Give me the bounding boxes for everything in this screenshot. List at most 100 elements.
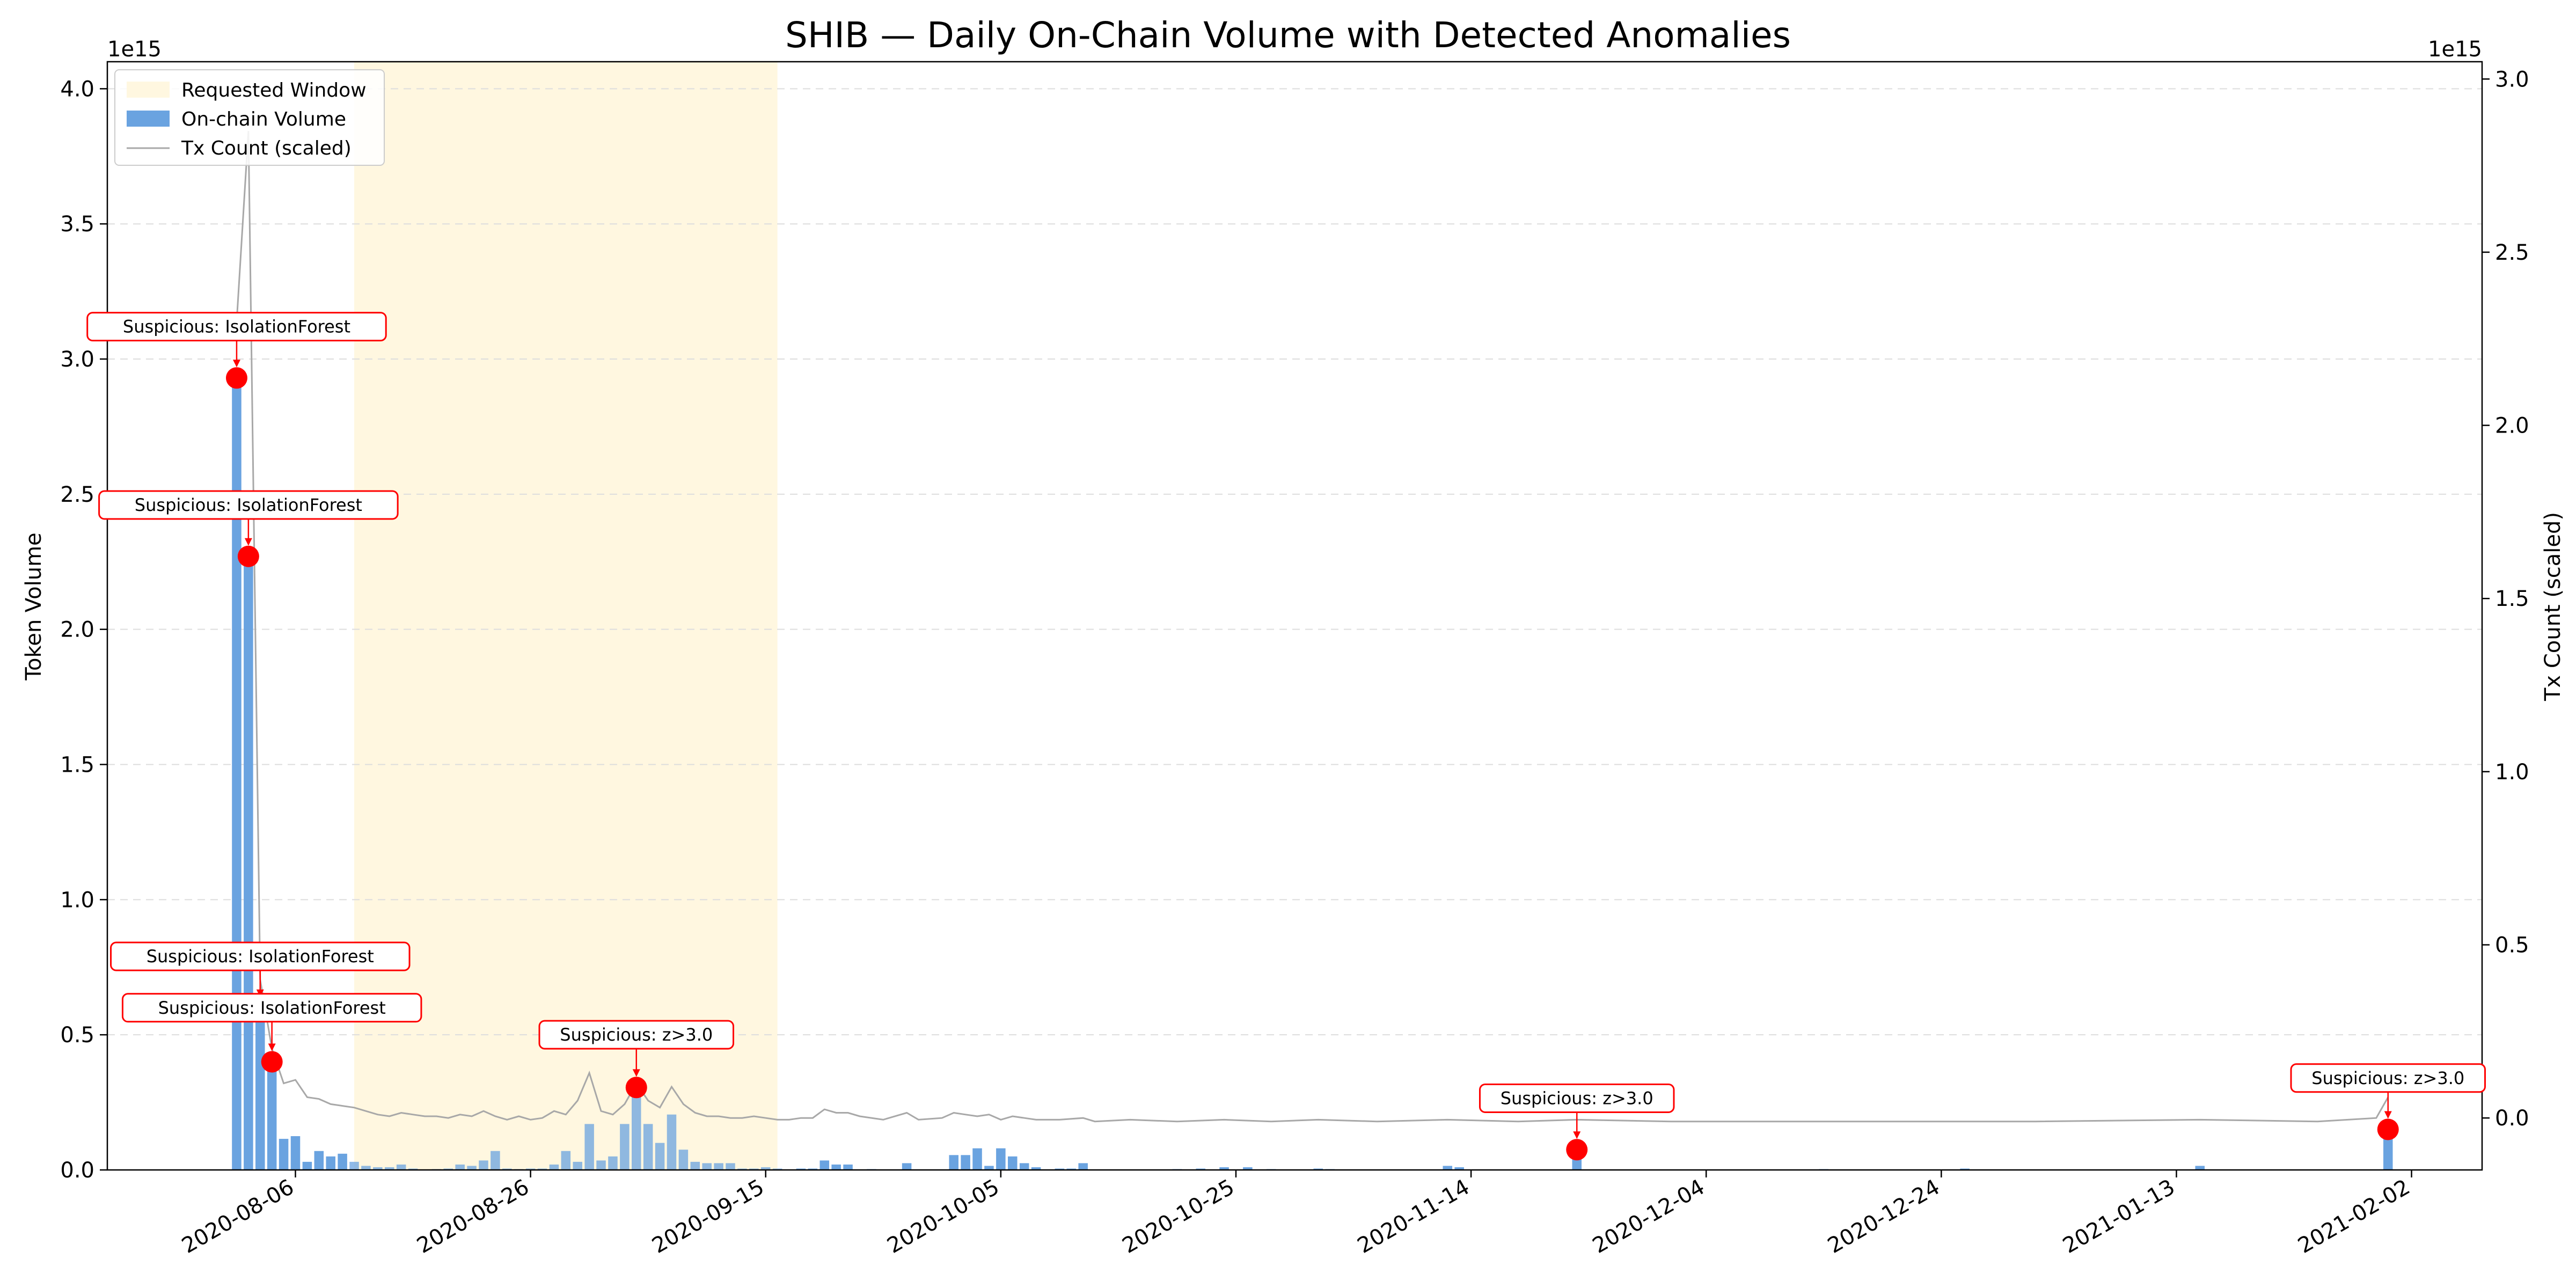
volume-bar — [537, 1168, 547, 1170]
volume-bar — [726, 1163, 735, 1170]
volume-bar — [384, 1167, 394, 1170]
volume-bar — [314, 1151, 324, 1170]
y2-offset-text: 1e15 — [2428, 37, 2482, 62]
chart-title: SHIB — Daily On-Chain Volume with Detect… — [785, 14, 1791, 56]
volume-bar — [349, 1161, 359, 1170]
volume-bar — [996, 1148, 1006, 1170]
volume-bar — [279, 1139, 289, 1170]
annotation-label: Suspicious: IsolationForest — [123, 317, 350, 337]
legend-label-volume: On-chain Volume — [181, 108, 346, 130]
annotation-box — [1479, 1084, 1675, 1114]
annotation-box — [110, 941, 411, 971]
volume-bar — [737, 1168, 747, 1170]
volume-bar — [373, 1167, 383, 1170]
annotation-arrowhead — [2384, 1111, 2392, 1119]
y2-axis-label: Tx Count (scaled) — [2541, 512, 2565, 701]
volume-bar — [961, 1155, 970, 1170]
y-tick-label: 2.5 — [60, 482, 94, 507]
volume-bar — [1454, 1167, 1464, 1170]
volume-bar — [491, 1151, 500, 1170]
volume-bar — [244, 556, 253, 1170]
anomaly-annotation: Suspicious: IsolationForest — [121, 993, 422, 1073]
volume-bar — [608, 1156, 618, 1170]
volume-bar — [267, 1062, 277, 1170]
volume-bar — [620, 1124, 630, 1170]
volume-bar — [902, 1163, 912, 1170]
annotation-box — [2290, 1063, 2486, 1093]
legend: Requested Window On-chain Volume Tx Coun… — [114, 69, 385, 166]
volume-bar — [1313, 1168, 1323, 1170]
annotation-label: Suspicious: z>3.0 — [2311, 1068, 2464, 1088]
volume-bar — [749, 1168, 759, 1170]
volume-bar — [326, 1156, 335, 1170]
anomaly-marker — [2377, 1118, 2399, 1140]
volume-bar — [1219, 1167, 1229, 1170]
anomaly-annotation: Suspicious: z>3.0 — [1479, 1084, 1675, 1161]
volume-bar — [455, 1164, 465, 1170]
anomaly-marker — [225, 367, 247, 389]
tx-count-line — [236, 131, 2389, 1123]
volume-bar — [2195, 1166, 2205, 1170]
volume-bar — [467, 1166, 477, 1170]
volume-bar — [1031, 1167, 1041, 1170]
anomaly-marker — [1566, 1139, 1588, 1161]
volume-bar — [1007, 1156, 1018, 1170]
annotation-label: Suspicious: z>3.0 — [560, 1024, 713, 1045]
volume-bar — [984, 1166, 994, 1170]
y-tick-label: 0.5 — [60, 1023, 94, 1048]
volume-bar — [949, 1155, 958, 1170]
volume-bar — [573, 1161, 582, 1170]
anomaly-annotation: Suspicious: IsolationForest — [98, 490, 399, 567]
annotation-box — [121, 993, 422, 1023]
annotation-label: Suspicious: IsolationForest — [147, 946, 374, 967]
volume-bar — [972, 1148, 982, 1170]
y2-tick-label: 0.5 — [2495, 933, 2529, 958]
y-tick-label: 1.0 — [60, 888, 94, 912]
volume-bar — [1243, 1167, 1253, 1170]
volume-bar — [549, 1164, 559, 1170]
volume-bar — [338, 1153, 347, 1170]
y2-tick-label: 3.0 — [2495, 67, 2529, 92]
volume-bar — [643, 1124, 653, 1170]
anomaly-annotation: Suspicious: z>3.0 — [2290, 1063, 2486, 1140]
volume-bar — [843, 1164, 853, 1170]
volume-bar — [1055, 1168, 1065, 1170]
annotation-label: Suspicious: IsolationForest — [158, 998, 386, 1018]
y-axis-label: Token Volume — [21, 532, 46, 680]
y2-tick-label: 2.5 — [2495, 240, 2529, 265]
volume-bar — [772, 1168, 782, 1170]
volume-bar — [479, 1160, 488, 1170]
y2-tick-label: 1.0 — [2495, 760, 2529, 785]
legend-swatch-volume — [127, 111, 170, 127]
anomaly-marker — [625, 1077, 647, 1099]
volume-bar — [443, 1168, 453, 1170]
volume-bar — [596, 1160, 606, 1170]
requested-window-band — [354, 62, 778, 1170]
y-tick-label: 0.0 — [60, 1158, 94, 1183]
volume-bar — [690, 1161, 700, 1170]
y-offset-text: 1e15 — [107, 37, 162, 62]
legend-label-window: Requested Window — [181, 79, 367, 101]
annotation-arrowhead — [232, 360, 240, 368]
y-tick-label: 3.0 — [60, 347, 94, 372]
volume-bar — [525, 1168, 536, 1170]
volume-bar — [1443, 1166, 1453, 1170]
volume-bar — [290, 1136, 301, 1170]
volume-bar — [1019, 1163, 1029, 1170]
annotation-box — [538, 1020, 735, 1050]
volume-bar — [655, 1143, 665, 1170]
volume-bar — [819, 1160, 830, 1170]
volume-bar — [1066, 1168, 1077, 1170]
volume-bar — [232, 378, 241, 1170]
annotation-arrowhead — [268, 1043, 276, 1051]
y-tick-label: 1.5 — [60, 753, 94, 778]
legend-swatch-window — [127, 82, 170, 98]
volume-bar — [667, 1114, 677, 1170]
volume-bar — [584, 1124, 594, 1170]
anomaly-marker — [261, 1051, 283, 1073]
y2-tick-label: 2.0 — [2495, 414, 2529, 438]
plot-frame — [106, 61, 2483, 1171]
volume-bar — [302, 1161, 312, 1170]
annotation-box — [98, 490, 399, 520]
